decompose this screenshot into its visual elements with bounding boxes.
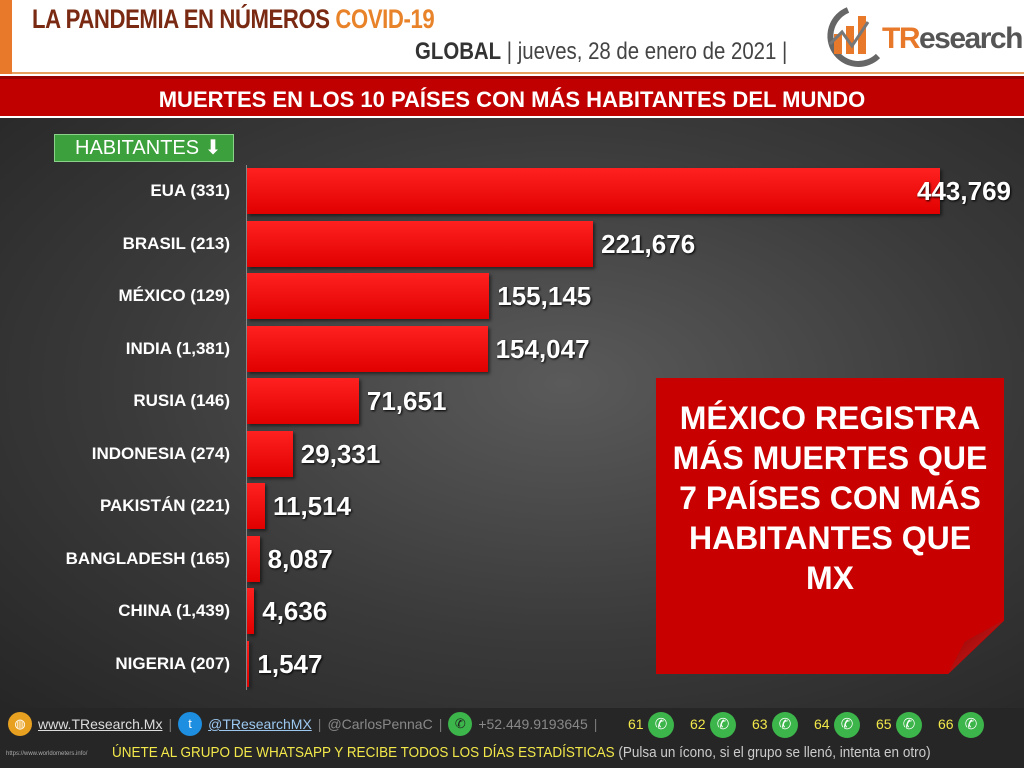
cta-note: (Pulsa un ícono, si el grupo se llenó, i… [618, 744, 931, 761]
whatsapp-group-number: 62 [690, 716, 706, 732]
category-label: CHINA (1,439) [118, 601, 230, 620]
data-label: 29,331 [300, 438, 381, 469]
whatsapp-icon[interactable]: ✆ [834, 712, 860, 738]
bar [247, 378, 359, 424]
category-label: INDONESIA (274) [91, 443, 230, 463]
arrow-down-circle-icon: ⬇ [199, 137, 222, 159]
habitantes-sort-label: HABITANTES ⬇ [54, 134, 234, 162]
website-link[interactable]: www.TResearch.Mx [38, 716, 163, 732]
subtitle: GLOBAL | jueves, 28 de enero de 2021 | [415, 38, 788, 65]
data-label: 71,651 [366, 386, 447, 416]
title-highlight: COVID-19 [335, 4, 435, 34]
globe-icon: ◍ [8, 712, 32, 736]
data-label: 154,047 [495, 333, 590, 364]
source-link[interactable]: https://www.worldometers.info/ [6, 751, 88, 757]
data-label: 8,087 [267, 543, 333, 574]
category-label: MÉXICO (129) [118, 286, 230, 305]
logo-text: TResearch [882, 22, 1023, 55]
bar [247, 430, 293, 477]
whatsapp-icon[interactable]: ✆ [648, 712, 674, 738]
twitter-link[interactable]: @TResearchMX [208, 716, 312, 732]
whatsapp-group-number: 65 [876, 716, 892, 732]
category-label: BANGLADESH (165) [65, 548, 230, 568]
data-label: 11,514 [272, 491, 352, 521]
separator: | [317, 716, 322, 732]
bar [247, 273, 490, 319]
date: jueves, 28 de enero de 2021 [517, 38, 777, 65]
accent-strip [0, 0, 12, 74]
whatsapp-icon[interactable]: ✆ [896, 712, 922, 738]
data-label: 221,676 [601, 228, 696, 259]
footer-contacts: ◍ www.TResearch.Mx | t @TResearchMX | @C… [8, 711, 597, 737]
separator: | [593, 716, 598, 732]
category-label: INDIA (1,381) [125, 338, 230, 358]
chart-title-banner: MUERTES EN LOS 10 PAÍSES CON MÁS HABITAN… [0, 76, 1024, 116]
bar [247, 483, 265, 529]
title-text: LA PANDEMIA EN NÚMEROS [32, 4, 330, 34]
page-title: LA PANDEMIA EN NÚMEROS COVID-19 [32, 4, 435, 35]
phone-number: +52.449.9193645 [478, 716, 588, 732]
whatsapp-icon[interactable]: ✆ [710, 712, 736, 738]
cta-text: ÚNETE AL GRUPO DE WHATSAPP Y RECIBE TODO… [112, 744, 615, 761]
bar [247, 220, 594, 267]
data-label: 155,145 [497, 281, 592, 311]
scope: GLOBAL [415, 38, 502, 65]
whatsapp-group-number: 66 [938, 716, 954, 732]
category-label: NIGERIA (207) [115, 653, 230, 673]
header: LA PANDEMIA EN NÚMEROS COVID-19 GLOBAL |… [0, 0, 1024, 74]
habitantes-text: HABITANTES [75, 137, 200, 159]
category-label: PAKISTÁN (221) [99, 496, 230, 515]
twitter2-handle: @CarlosPennaC [327, 716, 433, 732]
whatsapp-icon[interactable]: ✆ [772, 712, 798, 738]
data-label: 1,547 [257, 648, 323, 679]
whatsapp-cta: ÚNETE AL GRUPO DE WHATSAPP Y RECIBE TODO… [112, 744, 931, 761]
category-label: BRASIL (213) [122, 233, 230, 253]
bar [247, 168, 940, 214]
separator: | [168, 716, 173, 732]
bar [247, 535, 260, 582]
category-label: RUSIA (146) [133, 391, 230, 410]
axis-line [246, 165, 247, 690]
logo-chart-icon [827, 7, 881, 67]
separator: | [438, 716, 443, 732]
whatsapp-group-number: 63 [752, 716, 768, 732]
bar [247, 325, 488, 372]
bar [247, 640, 250, 687]
category-label: EUA (331) [150, 181, 230, 200]
whatsapp-group-number: 64 [814, 716, 830, 732]
phone-icon: ✆ [448, 712, 473, 736]
data-label: 443,769 [917, 176, 1011, 206]
data-label: 4,636 [262, 596, 328, 626]
twitter-icon: t [178, 712, 203, 736]
bar [247, 588, 255, 634]
whatsapp-icon[interactable]: ✆ [958, 712, 984, 738]
callout-box: MÉXICO REGISTRA MÁS MUERTES QUE 7 PAÍSES… [656, 378, 1004, 674]
logo: TResearch [818, 4, 1024, 68]
whatsapp-group-number: 61 [628, 716, 644, 732]
